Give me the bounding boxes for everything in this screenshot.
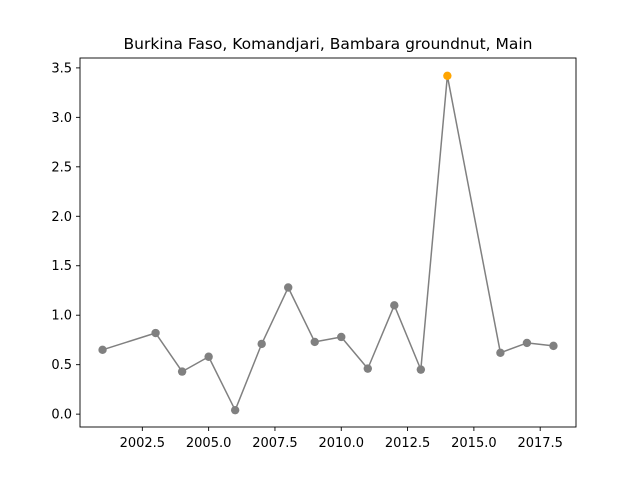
chart-title: Burkina Faso, Komandjari, Bambara ground… [123, 35, 532, 53]
highlight-point [443, 71, 452, 81]
data-point [549, 341, 558, 351]
x-tick-label: 2005.0 [186, 436, 232, 451]
data-point [496, 348, 505, 358]
x-tick-label: 2007.5 [252, 436, 298, 451]
data-point [390, 301, 399, 310]
data-point [522, 338, 532, 348]
data-point [151, 328, 160, 338]
y-tick-label: 0.5 [51, 358, 72, 373]
y-tick-label: 1.0 [51, 309, 72, 324]
x-tick-label: 2010.0 [319, 436, 365, 451]
data-point [257, 339, 266, 349]
y-tick-label: 2.5 [51, 160, 72, 175]
axes-frame [79, 57, 577, 428]
y-tick-label: 1.5 [51, 259, 72, 274]
x-tick-label: 2012.5 [385, 436, 431, 451]
y-tick-label: 3.0 [51, 111, 72, 126]
plot-area [98, 71, 558, 415]
x-tick-label: 2002.5 [120, 436, 166, 451]
data-point [177, 367, 187, 376]
series-line [102, 75, 554, 411]
data-point [363, 364, 372, 373]
y-tick-label: 3.5 [51, 61, 72, 76]
data-point [98, 345, 107, 355]
y-tick-label: 0.0 [51, 408, 72, 423]
data-point [284, 283, 293, 292]
data-point [230, 405, 240, 415]
x-tick-label: 2017.5 [517, 436, 563, 451]
data-point [337, 332, 346, 342]
x-tick-label: 2015.0 [451, 436, 497, 451]
y-tick-label: 2.0 [51, 210, 72, 225]
data-point [310, 337, 319, 347]
axes: 2002.5 2005.0 2007.5 2010.0 2012.5 2015.0 2017… [51, 57, 577, 451]
data-point [204, 352, 213, 361]
data-point [416, 365, 426, 374]
